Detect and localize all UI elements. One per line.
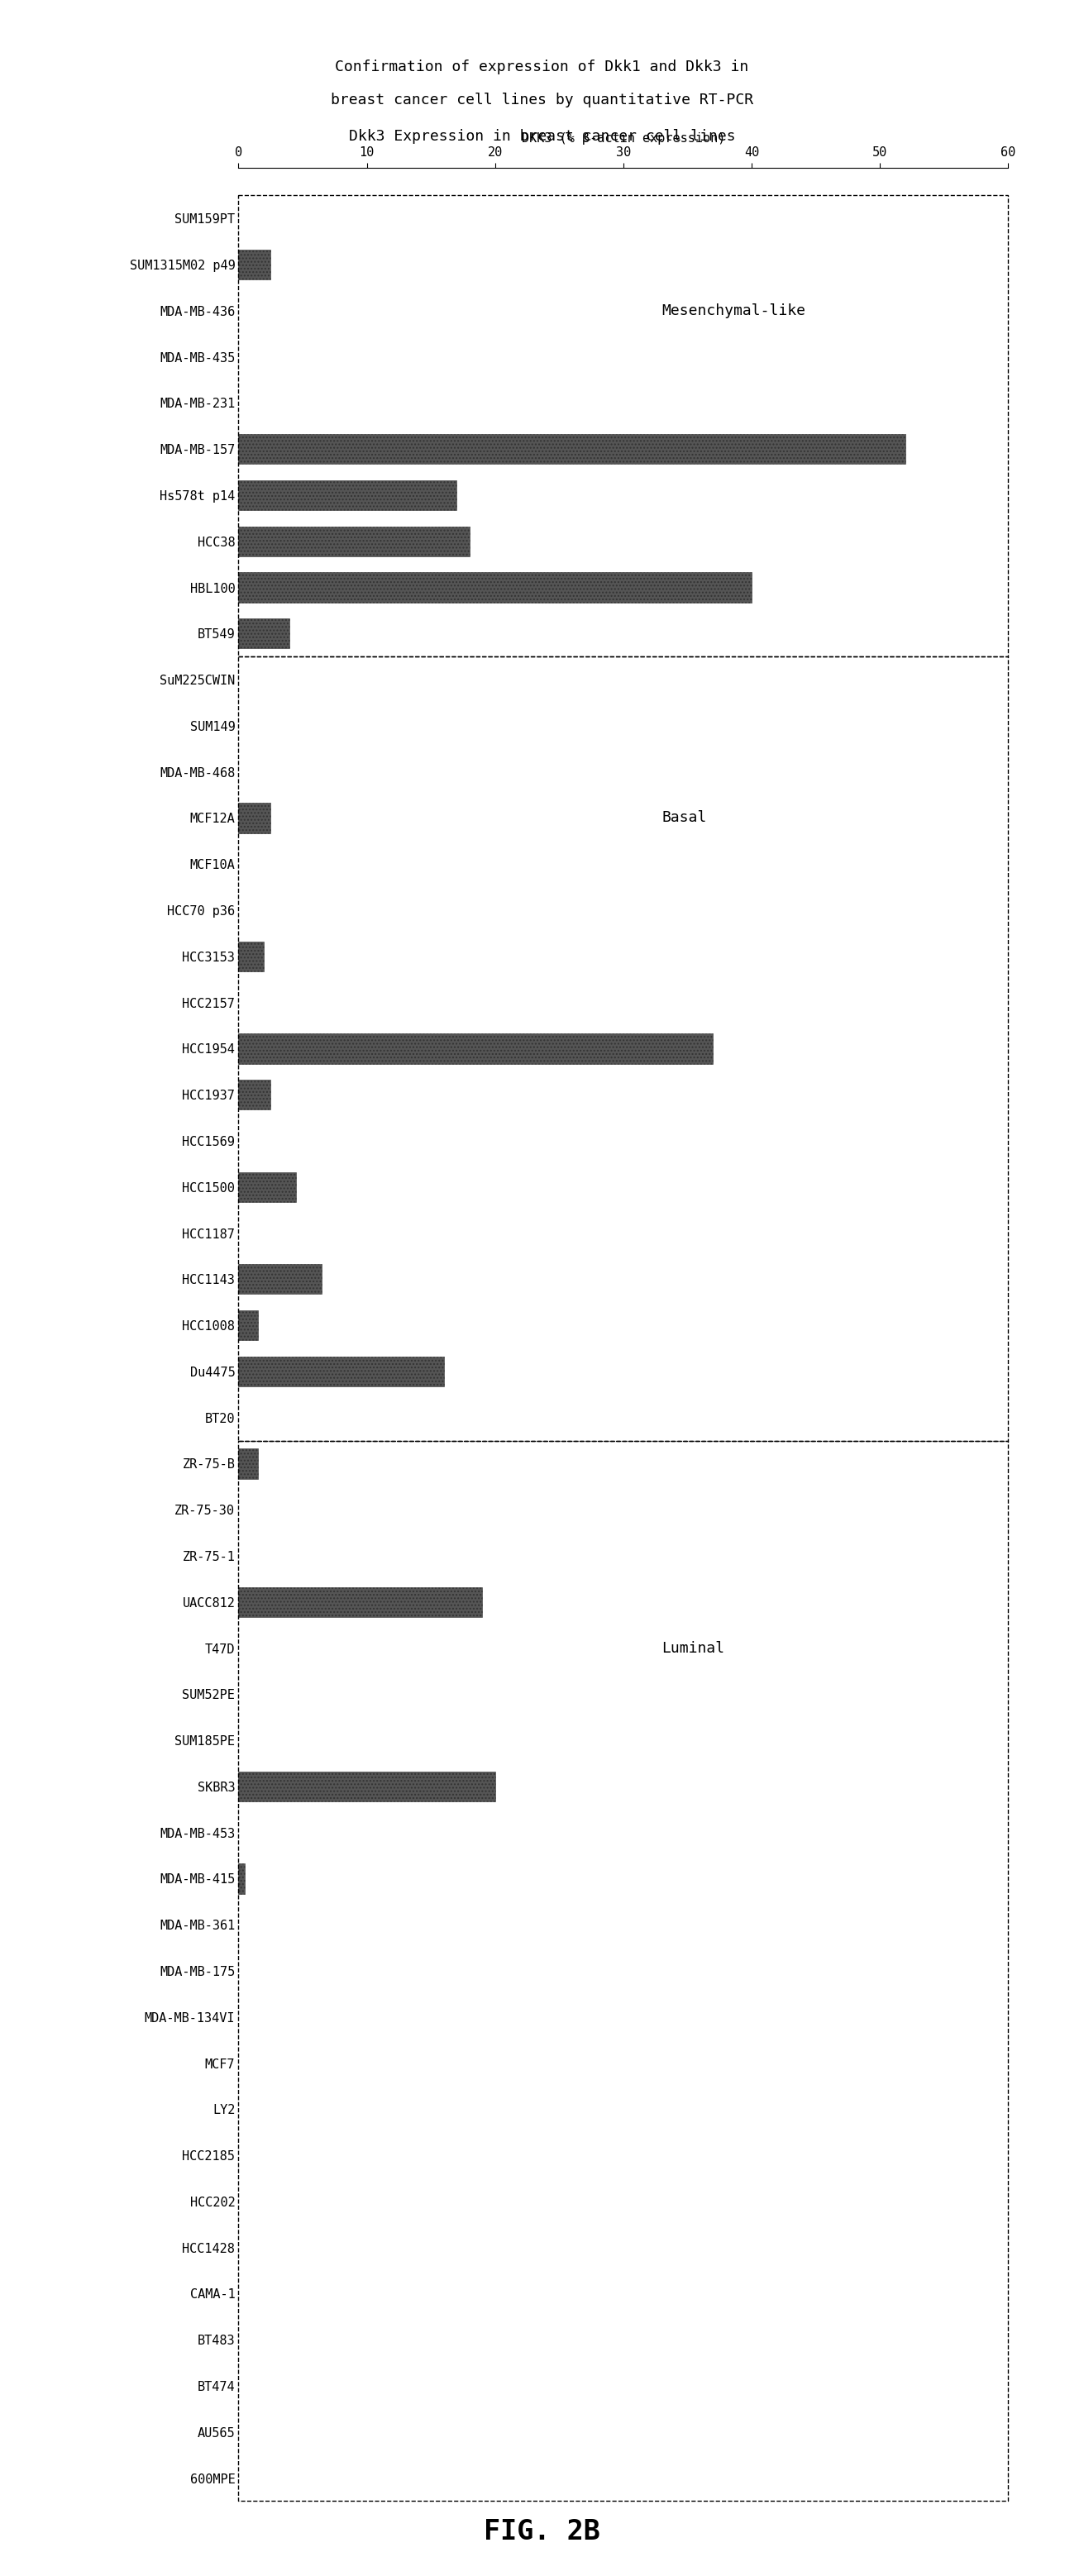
Text: breast cancer cell lines by quantitative RT-PCR: breast cancer cell lines by quantitative… bbox=[331, 93, 753, 108]
Bar bbox=[238, 1358, 443, 1386]
Bar bbox=[238, 435, 905, 464]
Text: Luminal: Luminal bbox=[661, 1641, 725, 1656]
Bar bbox=[238, 1033, 713, 1064]
Bar bbox=[238, 1448, 258, 1479]
Bar bbox=[238, 657, 1008, 1440]
Bar bbox=[238, 572, 751, 603]
Bar bbox=[238, 1265, 322, 1293]
Bar bbox=[238, 479, 456, 510]
Bar bbox=[238, 250, 271, 281]
Text: Basal: Basal bbox=[661, 811, 707, 824]
Bar bbox=[238, 1311, 258, 1340]
Bar bbox=[238, 1172, 296, 1203]
Text: Dkk3 Expression in breast cancer cell lines: Dkk3 Expression in breast cancer cell li… bbox=[349, 129, 735, 144]
Bar bbox=[238, 1862, 245, 1893]
Bar bbox=[238, 940, 264, 971]
Text: FIG. 2B: FIG. 2B bbox=[483, 2517, 601, 2545]
Bar bbox=[238, 1772, 495, 1801]
Bar bbox=[238, 804, 271, 832]
Bar bbox=[238, 1079, 271, 1110]
Text: Confirmation of expression of Dkk1 and Dkk3 in: Confirmation of expression of Dkk1 and D… bbox=[335, 59, 749, 75]
Bar bbox=[238, 196, 1008, 657]
Bar bbox=[238, 526, 469, 556]
Bar bbox=[238, 1440, 1008, 2501]
Bar bbox=[238, 618, 289, 649]
Text: Mesenchymal-like: Mesenchymal-like bbox=[661, 304, 805, 319]
X-axis label: DKK3 (% β-actin expression): DKK3 (% β-actin expression) bbox=[521, 131, 725, 144]
Bar bbox=[238, 1587, 482, 1618]
